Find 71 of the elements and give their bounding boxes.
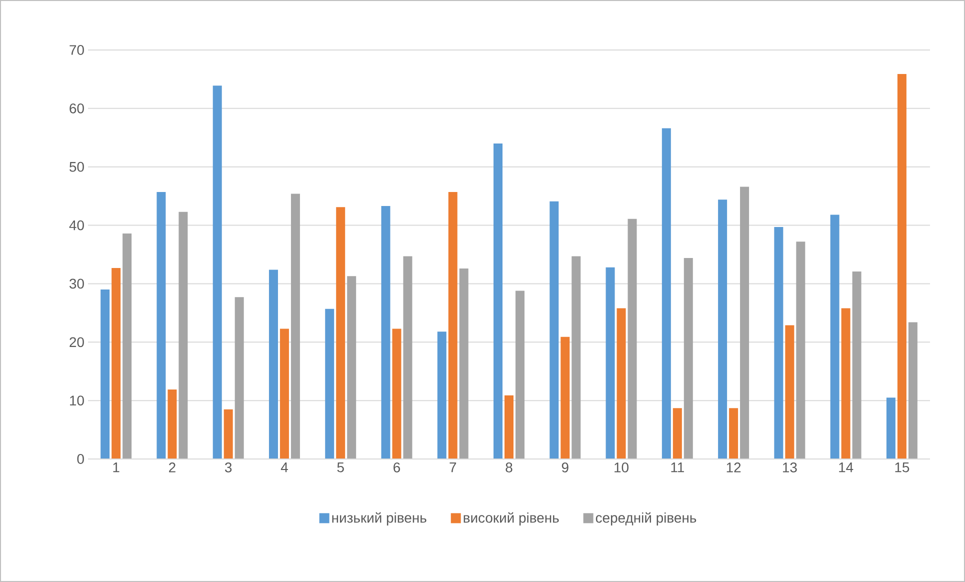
bar: [908, 322, 918, 459]
bar: [392, 328, 402, 459]
y-tick-label: 70: [70, 45, 84, 55]
bar: [729, 408, 738, 459]
bar: [830, 214, 840, 459]
bar: [774, 227, 784, 459]
bar: [168, 389, 177, 459]
bar: [156, 192, 166, 459]
bar: [616, 308, 626, 459]
bar: [606, 267, 615, 459]
bar: [381, 206, 390, 459]
bar: [212, 86, 222, 459]
x-tick-label: 3: [224, 462, 232, 472]
x-tick-label: 14: [839, 462, 854, 472]
y-tick-label: 30: [69, 278, 84, 289]
bar: [852, 271, 862, 459]
bar: [224, 409, 233, 459]
x-tick-label: 11: [671, 462, 684, 472]
bar: [628, 218, 637, 459]
bar: [662, 128, 671, 459]
bar: [886, 398, 896, 459]
bar: [122, 233, 132, 459]
bar: [100, 290, 110, 459]
bar: [684, 258, 693, 459]
y-tick-label: 50: [70, 162, 84, 172]
bar: [448, 192, 458, 459]
bar: [718, 200, 728, 459]
x-tick-label: 12: [726, 462, 741, 472]
x-tick-label: 6: [394, 462, 400, 472]
bar: [234, 297, 244, 459]
x-tick-label: 9: [562, 462, 568, 472]
bar: [336, 207, 346, 459]
bar: [504, 395, 514, 459]
bar: [796, 242, 806, 459]
x-tick-label: 4: [280, 462, 288, 472]
y-tick-label: 20: [70, 337, 84, 348]
bar: [785, 325, 794, 459]
bar: [403, 256, 412, 459]
y-tick-label: 10: [70, 396, 84, 406]
bar: [112, 268, 121, 459]
bar: [268, 270, 278, 459]
bar: [437, 332, 446, 459]
bar: [347, 276, 356, 459]
bar: [550, 201, 559, 459]
x-tick-label: 1: [113, 462, 120, 472]
x-tick-label: 5: [337, 462, 344, 472]
bar: [280, 328, 289, 459]
bar: [515, 290, 524, 459]
legend-label: низький рівень: [332, 512, 426, 526]
bar: [459, 268, 468, 459]
bar: [572, 256, 581, 459]
x-tick-label: 2: [169, 462, 176, 472]
x-tick-label: 8: [506, 462, 512, 472]
y-tick-label: 40: [69, 220, 84, 230]
legend-label: середній рівень: [596, 512, 696, 526]
bar: [178, 212, 188, 459]
bar: [672, 408, 682, 459]
x-tick-label: 15: [895, 462, 910, 472]
bar: [494, 143, 503, 459]
y-tick-label: 0: [77, 454, 84, 464]
bar: [560, 336, 570, 459]
x-tick-label: 13: [782, 462, 797, 472]
bar: [841, 308, 850, 459]
y-tick-label: 60: [70, 103, 84, 114]
bar: [740, 186, 750, 459]
x-tick-label: 10: [614, 462, 628, 472]
x-tick-label: 7: [450, 462, 456, 472]
bar: [897, 74, 906, 459]
legend-label: високий рівень: [464, 512, 559, 526]
bar: [290, 194, 300, 459]
bar: [325, 308, 334, 459]
